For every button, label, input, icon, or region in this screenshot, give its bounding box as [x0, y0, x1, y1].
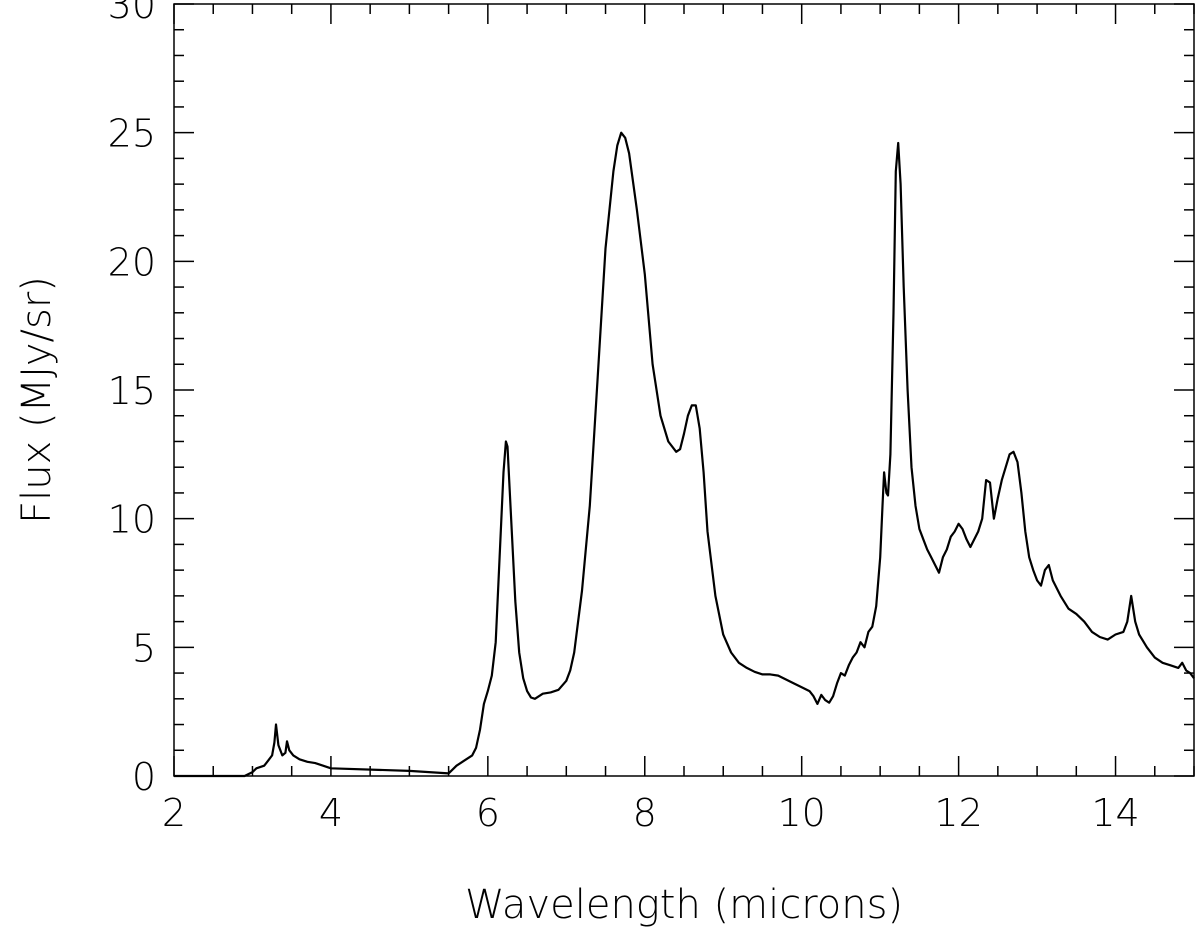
y-tick-label: 30: [108, 0, 156, 27]
x-tick-label: 6: [476, 791, 500, 835]
y-tick-label: 0: [132, 755, 156, 799]
x-axis-label: Wavelength (microns): [465, 882, 903, 928]
y-tick-label: 10: [108, 498, 156, 542]
x-tick-label: 14: [1091, 791, 1139, 835]
y-tick-label: 5: [132, 626, 156, 670]
y-axis-label: Flux (MJy/sr): [14, 276, 60, 524]
y-tick-label: 20: [108, 240, 156, 284]
x-axis-ticks: [173, 4, 1195, 776]
x-tick-label: 10: [778, 791, 826, 835]
x-tick-label: 2: [162, 791, 186, 835]
x-tick-label: 12: [934, 791, 982, 835]
y-tick-label: 15: [108, 369, 156, 413]
y-axis-tick-labels: 0 5 10 15 20 25 30: [108, 0, 156, 799]
spectrum-line: [174, 131, 1195, 778]
y-axis-ticks: [174, 3, 1194, 777]
x-tick-label: 4: [319, 791, 343, 835]
x-tick-label: 8: [633, 791, 657, 835]
x-axis-tick-labels: 2 4 6 8 10 12 14: [162, 791, 1140, 835]
y-tick-label: 25: [108, 112, 156, 156]
plot-frame: [173, 3, 1195, 777]
